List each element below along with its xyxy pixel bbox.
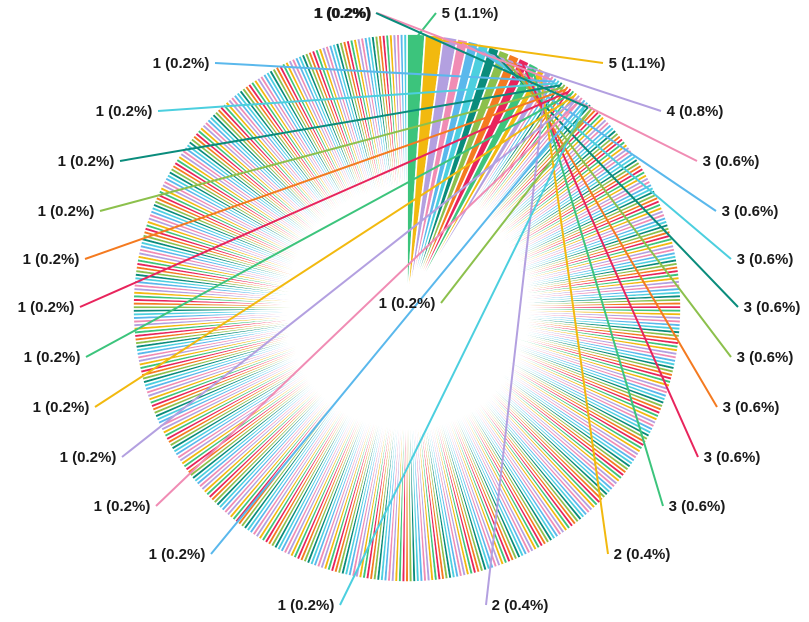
leader-line (94, 95, 575, 408)
leader-line (79, 90, 570, 308)
leader-line (119, 84, 561, 162)
slice-label: 1 (0.2%) (149, 546, 206, 563)
leader-line (375, 12, 589, 109)
slice-label: 1 (0.2%) (314, 5, 371, 22)
leader-line (84, 88, 567, 260)
leader-line (376, 12, 552, 81)
leader-line (415, 12, 437, 39)
slice-label: 1 (0.2%) (33, 399, 90, 416)
leader-line (155, 99, 581, 507)
slice-label: 2 (0.4%) (492, 597, 549, 614)
slice-label: 1 (0.2%) (315, 5, 372, 22)
slice-label: 2 (0.4%) (614, 546, 671, 563)
slice-label: 3 (0.6%) (703, 153, 760, 170)
slice-label: 3 (0.6%) (744, 299, 801, 316)
leader-lines (79, 12, 739, 606)
slice-label: 1 (0.2%) (23, 251, 80, 268)
leader-line (485, 76, 548, 606)
slice-label: 3 (0.6%) (737, 349, 794, 366)
slice-label: 1 (0.2%) (38, 203, 95, 220)
slice-label: 1 (0.2%) (153, 55, 210, 72)
slice-label: 1 (0.2%) (60, 449, 117, 466)
leader-line (99, 86, 564, 212)
slice-label: 3 (0.6%) (723, 399, 780, 416)
slice-label: 5 (1.1%) (442, 5, 499, 22)
slice-label: 3 (0.6%) (722, 203, 779, 220)
slice-labels: 5 (1.1%) 5 (1.1%) 4 (0.8%) 3 (0.6%) 3 (0.6%)… (18, 5, 801, 614)
leader-line (121, 97, 578, 458)
slice-label: 1 (0.2%) (18, 299, 75, 316)
slice-label: 1 (0.2%) (94, 498, 151, 515)
leader-line (440, 109, 592, 304)
leader-line (85, 92, 572, 358)
slice-label: 3 (0.6%) (669, 498, 726, 515)
slice-label: 1 (0.2%) (379, 295, 436, 312)
slice-label: 3 (0.6%) (704, 449, 761, 466)
leader-line (210, 102, 584, 555)
slice-label: 4 (0.8%) (667, 103, 724, 120)
leader-line (157, 82, 557, 112)
slice-label: 1 (0.2%) (96, 103, 153, 120)
slice-label: 1 (0.2%) (278, 597, 335, 614)
leader-line (339, 104, 587, 606)
pie-slice (402, 33, 408, 309)
slice-label: 5 (1.1%) (609, 55, 666, 72)
leader-line (539, 72, 609, 555)
slice-label: 1 (0.2%) (58, 153, 115, 170)
leader-line (512, 59, 718, 408)
slice-label: 1 (0.2%) (24, 349, 81, 366)
pie-slices (132, 33, 682, 583)
leader-line (214, 62, 554, 83)
slice-label: 3 (0.6%) (737, 251, 794, 268)
